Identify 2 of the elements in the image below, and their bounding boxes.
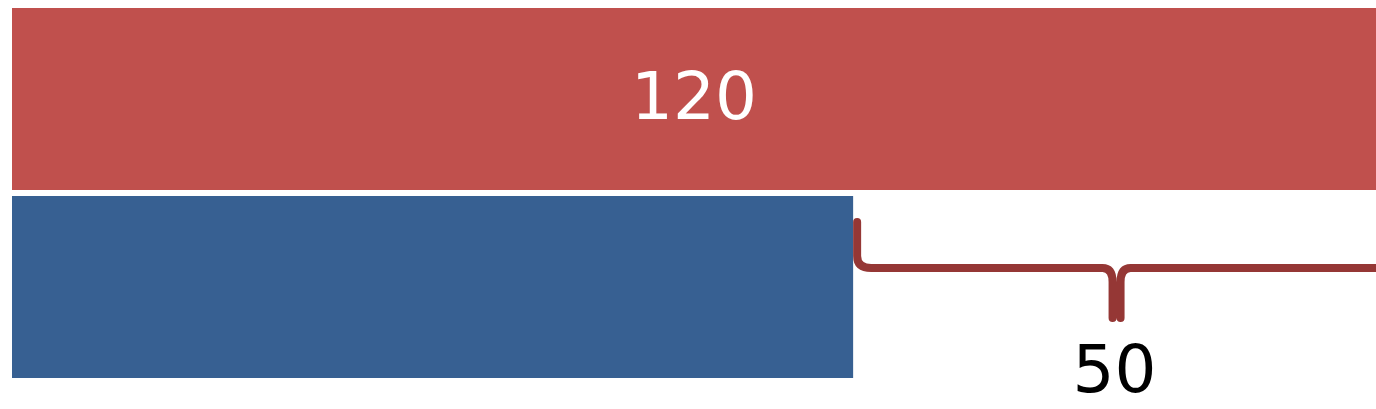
annotation: 50 (1072, 331, 1157, 408)
data-label: 120 (631, 58, 757, 135)
